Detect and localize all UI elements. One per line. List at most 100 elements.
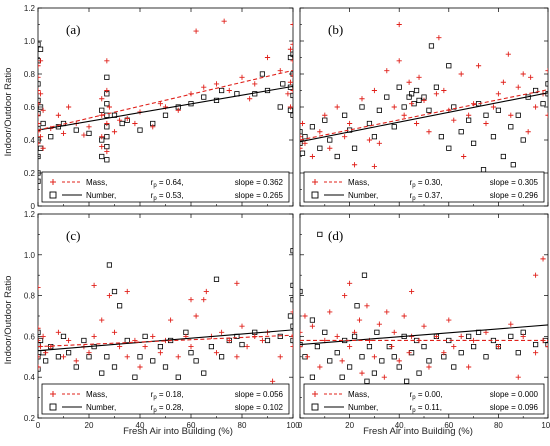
mass-point — [157, 350, 163, 356]
mass-point — [389, 344, 395, 350]
number-point — [342, 112, 348, 118]
number-point — [201, 370, 207, 376]
mass-point — [545, 344, 548, 350]
number-point — [55, 354, 62, 360]
legend-r-value: rp = 0.18, — [151, 390, 184, 401]
number-point — [73, 364, 79, 370]
number-fit-line — [300, 92, 548, 143]
number-point — [38, 329, 41, 335]
legend: Mass, rp = 0.30, slope = 0.305 Number, rp = … — [303, 171, 545, 203]
legend-series-name: Number, — [348, 191, 378, 200]
number-point — [495, 107, 502, 113]
mass-point — [285, 91, 291, 97]
mass-point — [38, 112, 41, 118]
mass-point — [66, 104, 72, 110]
mass-point — [433, 333, 439, 339]
number-point — [38, 137, 41, 143]
x-tick-label: 20 — [345, 421, 354, 430]
mass-point — [401, 112, 407, 118]
number-point — [218, 87, 225, 94]
number-point — [157, 343, 163, 350]
number-point — [43, 358, 49, 364]
number-point — [38, 366, 41, 372]
mass-point — [406, 79, 412, 85]
mass-point — [376, 321, 382, 327]
mass-point — [213, 81, 220, 87]
legend-box — [303, 171, 545, 203]
number-point — [73, 127, 79, 133]
mass-point — [458, 71, 464, 77]
mass-point — [545, 68, 548, 74]
number-point — [300, 129, 303, 135]
mass-point — [528, 74, 534, 80]
number-point — [193, 358, 199, 364]
x-tick-label: 40 — [136, 421, 145, 430]
mass-point — [396, 21, 402, 28]
mass-point — [391, 104, 397, 110]
number-point — [413, 87, 420, 94]
mass-point — [401, 313, 407, 319]
number-point — [104, 101, 110, 107]
legend-series-name: Mass, — [348, 390, 369, 399]
mass-point — [406, 350, 412, 356]
legend-series-name: Number, — [348, 403, 378, 412]
mass-point — [327, 145, 333, 151]
legend-number-marker — [311, 403, 319, 411]
legend-r-value: rp = 0.11, — [410, 403, 442, 414]
number-point — [280, 81, 286, 87]
mass-point — [409, 288, 415, 295]
number-point — [277, 333, 283, 340]
panel-d: 0 20 40 60 80 100 (d) Mass, rp = 0.00, slope = 0.… — [298, 213, 550, 430]
mass-point — [287, 46, 293, 52]
mass-point — [384, 309, 390, 315]
mass-point — [396, 358, 402, 364]
mass-point — [81, 132, 87, 138]
plot-area — [38, 248, 293, 391]
mass-point — [168, 317, 174, 323]
mass-point — [247, 96, 253, 102]
mass-point — [124, 288, 130, 295]
mass-point — [290, 309, 293, 315]
legend-r-value: rp = 0.00, — [410, 390, 443, 401]
number-point — [38, 125, 41, 132]
mass-point — [117, 117, 123, 123]
mass-point — [38, 354, 41, 360]
mass-point — [290, 333, 293, 339]
mass-point — [104, 87, 110, 94]
x-tick-label: 20 — [85, 421, 94, 430]
number-point — [416, 370, 422, 376]
mass-point — [505, 51, 511, 57]
number-point — [446, 63, 452, 69]
mass-point — [458, 333, 464, 339]
number-point — [38, 46, 44, 52]
mass-point — [38, 284, 41, 291]
mass-point — [219, 329, 225, 335]
mass-point — [213, 350, 220, 356]
y-tick-label: 0.2 — [24, 414, 36, 423]
y-tick-label: 0.6 — [24, 332, 36, 341]
mass-point — [461, 153, 467, 160]
mass-point — [104, 120, 110, 127]
number-point — [287, 313, 293, 319]
number-point — [483, 354, 489, 360]
number-point — [451, 364, 457, 370]
x-axis-title-left: Fresh Air into Building (%) — [123, 426, 233, 437]
legend-r-value: rp = 0.28, — [151, 403, 184, 414]
number-point — [99, 153, 105, 160]
mass-point — [270, 378, 276, 384]
mass-point — [300, 329, 303, 335]
number-point — [162, 364, 169, 370]
mass-point — [106, 293, 112, 299]
panel-b: (b) Mass, rp = 0.30, slope = 0.305 Number, rp… — [299, 7, 549, 207]
mass-point — [371, 87, 377, 94]
y-tick-label: 0.8 — [24, 70, 36, 79]
number-point — [433, 84, 440, 90]
mass-point — [277, 68, 283, 74]
mass-point — [142, 344, 148, 350]
mass-point — [201, 297, 207, 303]
number-fit-line — [300, 324, 548, 346]
number-point — [38, 41, 41, 47]
mass-point — [38, 134, 44, 140]
number-point — [175, 374, 181, 380]
